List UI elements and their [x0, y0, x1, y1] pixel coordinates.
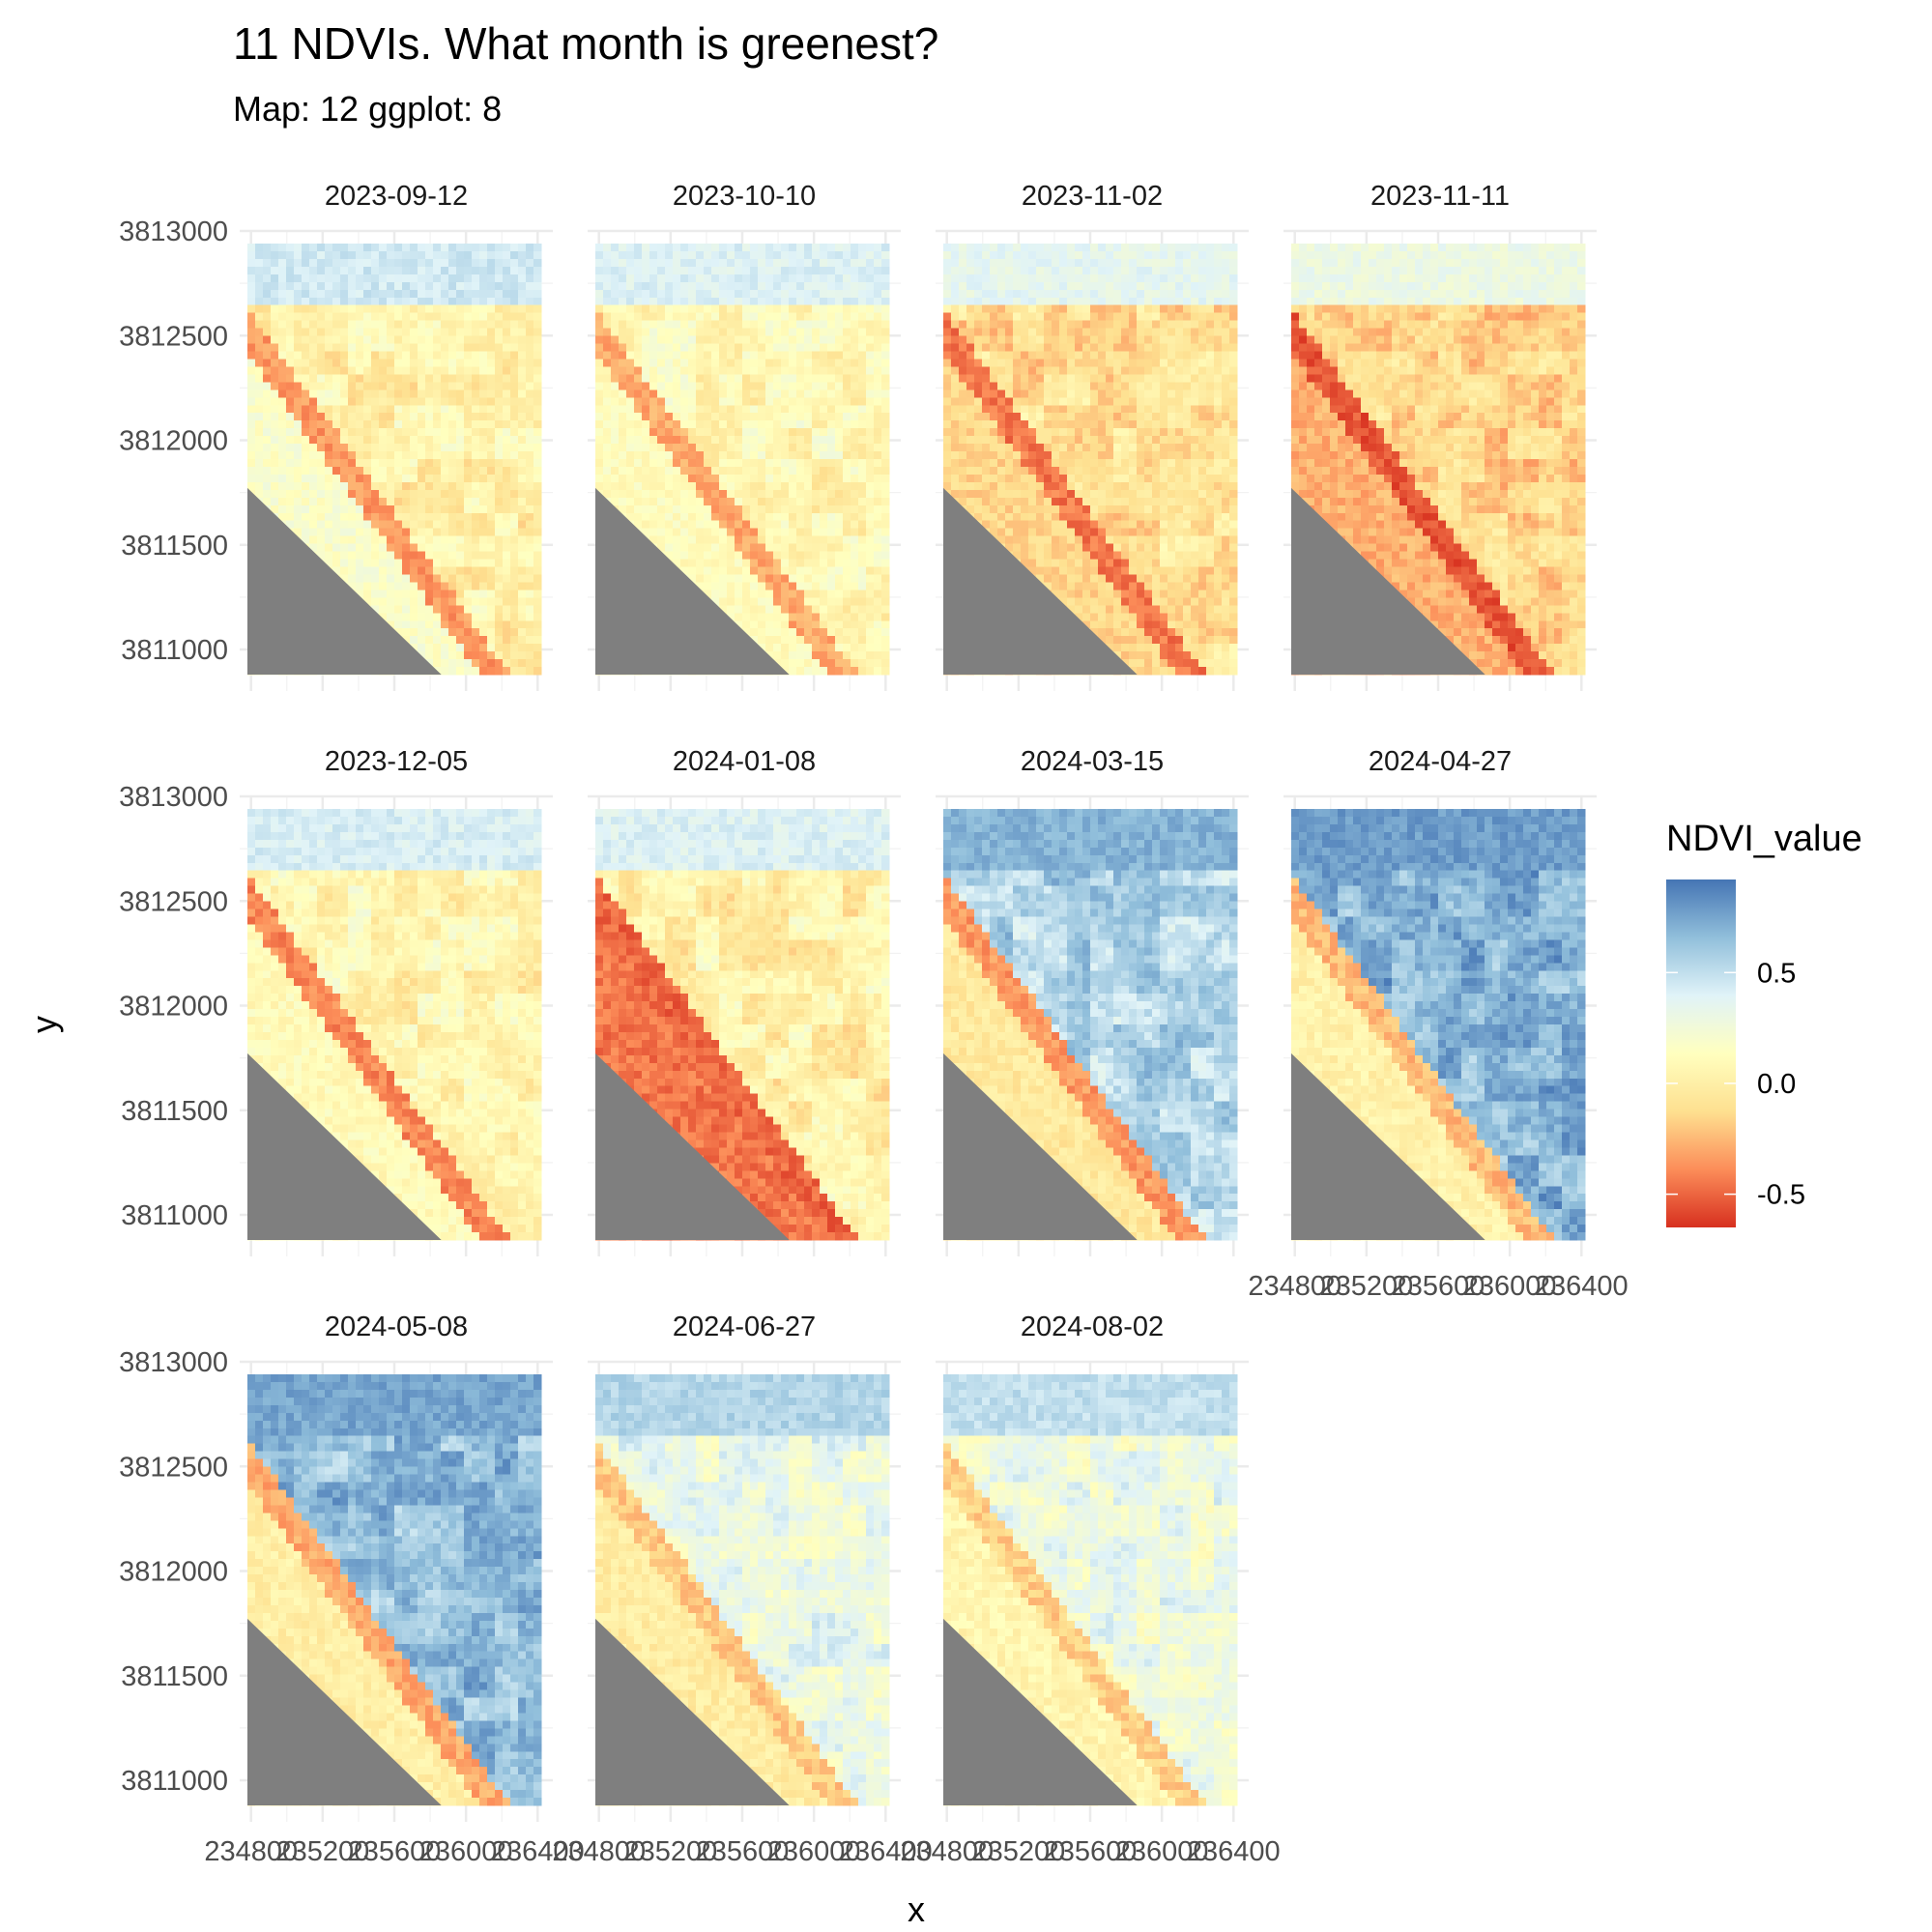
x-tick-label: 235600 — [696, 1836, 790, 1867]
y-tick-label: 3812500 — [119, 1452, 228, 1483]
facet-strip-label: 2024-05-08 — [325, 1312, 468, 1342]
legend-colorbar — [1666, 879, 1736, 1227]
x-tick-label: 234800 — [552, 1836, 646, 1867]
facet-strip-label: 2023-09-12 — [325, 181, 468, 212]
ndvi-raster — [247, 244, 542, 676]
y-tick-label: 3811000 — [121, 1766, 228, 1797]
facet-panel: 2024-01-08 — [588, 746, 901, 1256]
x-tick-label: 235200 — [1319, 1271, 1413, 1302]
na-region — [247, 1618, 442, 1805]
facet-panel: 2023-09-12 3811000 3811500 3812000 3812500 38… — [119, 181, 553, 691]
y-tick-label: 3811500 — [121, 531, 228, 562]
facet-panel: 2024-03-15 — [936, 746, 1249, 1256]
y-tick-label: 3811000 — [121, 635, 228, 666]
y-tick-label: 3811500 — [121, 1096, 228, 1127]
ndvi-raster — [943, 809, 1238, 1241]
chart-title: 11 NDVIs. What month is greenest? — [233, 17, 938, 70]
facet-panel: 2023-11-02 — [936, 181, 1249, 691]
x-tick-label: 235200 — [971, 1836, 1065, 1867]
y-tick-label: 3812000 — [119, 992, 228, 1023]
facet-strip-label: 2023-10-10 — [673, 181, 816, 212]
x-tick-label: 236000 — [767, 1836, 861, 1867]
x-tick-label: 235200 — [275, 1836, 369, 1867]
x-tick-label: 235600 — [1392, 1271, 1485, 1302]
x-tick-label: 236400 — [491, 1836, 585, 1867]
x-tick-label: 235600 — [1044, 1836, 1138, 1867]
facet-panel: 2024-05-08 3811000 3811500 3812000 3812500 38… — [119, 1312, 585, 1867]
facet-strip-label: 2023-11-02 — [1022, 181, 1163, 212]
x-tick-label: 234800 — [204, 1836, 298, 1867]
y-axis-title: y — [24, 1016, 64, 1033]
ndvi-raster — [943, 1374, 1238, 1806]
legend-title: NDVI_value — [1666, 819, 1862, 859]
x-tick-label: 236400 — [839, 1836, 933, 1867]
legend-label: 0.5 — [1757, 958, 1796, 989]
legend-label: -0.5 — [1757, 1180, 1805, 1211]
y-tick-label: 3813000 — [119, 1347, 228, 1378]
y-tick-label: 3812500 — [119, 886, 228, 917]
x-tick-label: 236000 — [419, 1836, 513, 1867]
y-tick-label: 3811500 — [121, 1661, 228, 1692]
facet-strip-label: 2024-06-27 — [673, 1312, 816, 1342]
x-axis-title: x — [908, 1889, 925, 1929]
legend-label: 0.0 — [1757, 1069, 1796, 1100]
y-tick-label: 3813000 — [119, 216, 228, 247]
na-region — [1291, 1053, 1485, 1240]
y-tick-label: 3811000 — [121, 1200, 228, 1231]
x-tick-label: 236400 — [1535, 1271, 1629, 1302]
facet-strip-label: 2023-12-05 — [325, 746, 468, 777]
facet-panel: 2023-11-11 — [1283, 181, 1597, 691]
facet-strip-label: 2024-03-15 — [1021, 746, 1164, 777]
facet-panel: 2023-12-05 3811000 3811500 3812000 3812500 38… — [119, 746, 553, 1256]
na-region — [247, 1053, 442, 1240]
y-tick-label: 3812000 — [119, 426, 228, 457]
y-tick-label: 3812500 — [119, 321, 228, 352]
ndvi-raster — [1291, 809, 1586, 1241]
facet-panel: 2023-10-10 — [588, 181, 901, 691]
x-tick-label: 234800 — [1248, 1271, 1341, 1302]
x-tick-label: 236400 — [1187, 1836, 1281, 1867]
na-region — [595, 1618, 790, 1805]
na-region — [595, 1053, 790, 1240]
chart-subtitle: Map: 12 ggplot: 8 — [233, 89, 502, 130]
facet-strip-label: 2024-01-08 — [673, 746, 816, 777]
y-tick-label: 3813000 — [119, 782, 228, 813]
x-tick-label: 235200 — [623, 1836, 717, 1867]
x-tick-label: 236000 — [1115, 1836, 1209, 1867]
y-tick-label: 3812000 — [119, 1557, 228, 1588]
na-region — [943, 1618, 1138, 1805]
x-tick-label: 234800 — [900, 1836, 994, 1867]
x-tick-label: 235600 — [348, 1836, 442, 1867]
na-region — [247, 487, 442, 675]
x-tick-label: 236000 — [1463, 1271, 1557, 1302]
facet-strip-label: 2024-08-02 — [1021, 1312, 1164, 1342]
legend: NDVI_value 0.5 0.0 -0.5 — [1666, 819, 1862, 1227]
na-region — [943, 1053, 1138, 1240]
facet-strip-label: 2024-04-27 — [1369, 746, 1512, 777]
facet-strip-label: 2023-11-11 — [1370, 181, 1510, 212]
